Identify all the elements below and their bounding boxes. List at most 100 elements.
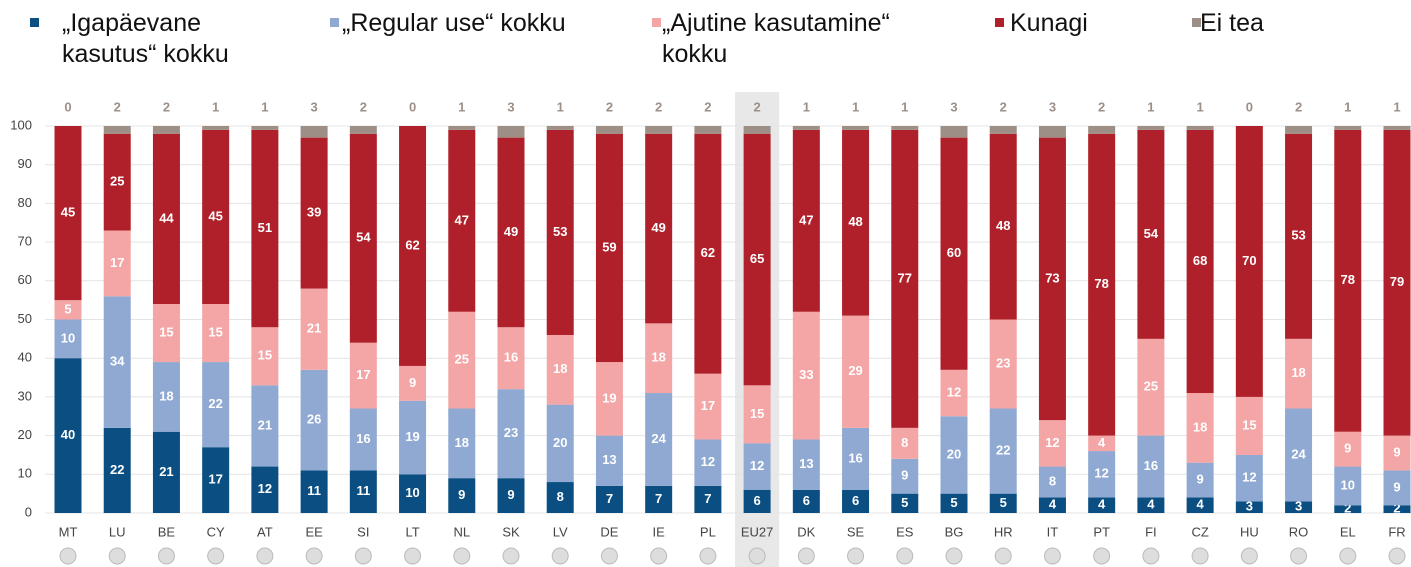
bar-segment <box>399 400 427 475</box>
data-label: 53 <box>553 224 567 239</box>
data-label: 18 <box>651 350 665 365</box>
data-label: 3 <box>950 99 957 114</box>
bar-segment <box>891 458 919 494</box>
bar-segment <box>448 311 476 409</box>
data-label: 6 <box>852 493 859 508</box>
data-label: 13 <box>799 456 813 471</box>
data-label: 21 <box>307 321 321 336</box>
bar-segment <box>448 478 476 513</box>
data-label: 12 <box>258 481 272 496</box>
x-tick-label: SE <box>847 524 865 539</box>
bar-segment <box>940 137 968 370</box>
data-label: 25 <box>1144 379 1158 394</box>
data-label: 39 <box>307 205 321 220</box>
bar-segment <box>152 431 180 513</box>
data-label: 45 <box>61 205 75 220</box>
bar-segment <box>300 369 328 471</box>
bar-segment <box>1137 435 1165 498</box>
bar-segment <box>1038 497 1066 513</box>
legend-label: „Regular use“ kokku <box>342 9 566 37</box>
bar-segment <box>1334 505 1362 513</box>
data-label: 78 <box>1094 276 1108 291</box>
bar-segment <box>595 126 623 134</box>
data-label: 12 <box>701 454 715 469</box>
data-label: 6 <box>803 493 810 508</box>
data-label: 12 <box>947 384 961 399</box>
data-label: 15 <box>1242 417 1256 432</box>
bar-segment <box>1285 408 1313 502</box>
bar-segment <box>792 126 820 130</box>
y-tick-label: 90 <box>18 156 32 171</box>
y-tick-label: 0 <box>25 504 32 519</box>
data-label: 15 <box>159 324 173 339</box>
data-label: 29 <box>848 363 862 378</box>
flag-icon <box>1191 547 1209 565</box>
bar-segment <box>103 133 131 231</box>
bar-segment <box>1285 501 1313 513</box>
flag-icon <box>453 547 471 565</box>
data-label: 49 <box>504 224 518 239</box>
bar-segment <box>103 230 131 297</box>
data-label: 70 <box>1242 253 1256 268</box>
bar-segment <box>54 126 82 301</box>
x-tick-label: PL <box>700 524 716 539</box>
data-label: 2 <box>1393 501 1400 516</box>
legend-swatch <box>995 18 1004 27</box>
data-label: 10 <box>405 485 419 500</box>
bar-segment <box>202 304 230 363</box>
x-tick-label: EU27 <box>741 524 774 539</box>
bar-segment <box>645 485 673 513</box>
data-label: 12 <box>750 458 764 473</box>
data-label: 22 <box>996 443 1010 458</box>
data-label: 15 <box>750 406 764 421</box>
x-tick-label: HU <box>1240 524 1259 539</box>
bar-segment <box>399 474 427 513</box>
bar-segment <box>1285 133 1313 339</box>
bar-segment <box>1334 466 1362 506</box>
data-label: 1 <box>458 99 465 114</box>
data-label: 0 <box>409 99 416 114</box>
bar-segment <box>1186 126 1214 130</box>
bar-segment <box>645 323 673 394</box>
flag-icon <box>797 547 815 565</box>
bar-segment <box>891 126 919 130</box>
x-tick-label: CZ <box>1191 524 1208 539</box>
bar-segment <box>792 129 820 312</box>
data-label: 2 <box>360 99 367 114</box>
bar-segment <box>743 443 771 490</box>
x-tick-label: HR <box>994 524 1013 539</box>
flag-icon <box>59 547 77 565</box>
x-tick-label: RO <box>1289 524 1309 539</box>
bar-segment <box>792 439 820 490</box>
bar-segment <box>1235 454 1263 502</box>
data-label: 2 <box>606 99 613 114</box>
data-label: 24 <box>1291 446 1306 461</box>
y-tick-label: 10 <box>18 466 32 481</box>
data-label: 18 <box>553 361 567 376</box>
data-label: 1 <box>212 99 219 114</box>
data-label: 3 <box>1246 499 1253 514</box>
data-label: 2 <box>1295 99 1302 114</box>
x-tick-label: LU <box>109 524 126 539</box>
data-label: 8 <box>1049 473 1056 488</box>
legend-label: Kunagi <box>1010 9 1088 37</box>
bar-segment <box>1383 470 1411 506</box>
data-label: 18 <box>1193 419 1207 434</box>
x-tick-label: BG <box>945 524 964 539</box>
data-label: 6 <box>753 493 760 508</box>
bar-segment <box>645 393 673 486</box>
bar-segment <box>940 126 968 138</box>
flag-icon <box>748 547 766 565</box>
bar-segment <box>152 126 180 134</box>
bar-segment <box>103 296 131 428</box>
bar-segment <box>743 126 771 134</box>
x-tick-label: ES <box>896 524 914 539</box>
data-label: 3 <box>507 99 514 114</box>
x-tick-label: CY <box>207 524 225 539</box>
data-label: 33 <box>799 367 813 382</box>
data-label: 25 <box>110 174 124 189</box>
flag-icon <box>354 547 372 565</box>
data-label: 1 <box>1147 99 1154 114</box>
x-tick-label: IT <box>1047 524 1059 539</box>
x-tick-label: EL <box>1340 524 1356 539</box>
